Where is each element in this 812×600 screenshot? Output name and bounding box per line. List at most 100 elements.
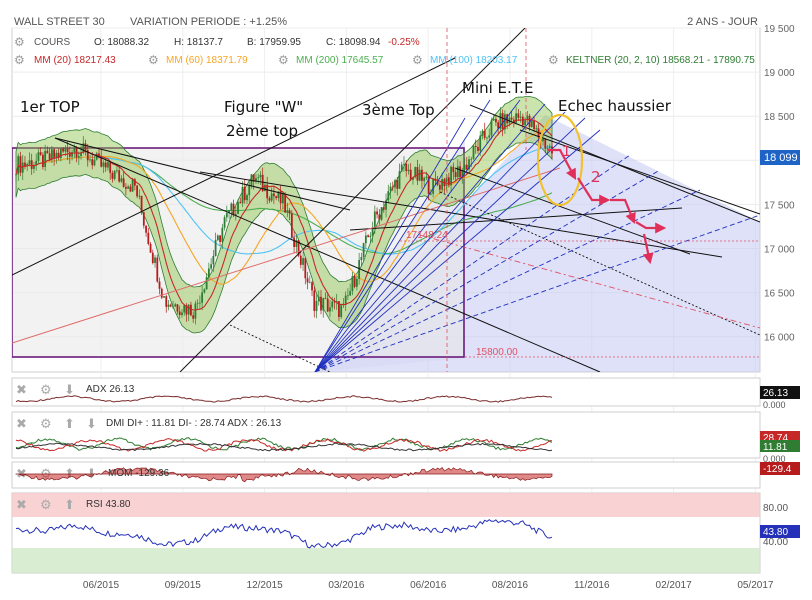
descending-line-3 [454, 167, 691, 255]
close-icon[interactable]: ✖ [16, 416, 27, 431]
candle-body [212, 255, 215, 265]
resistance-oblique [199, 171, 723, 258]
close-icon[interactable]: ✖ [16, 466, 27, 481]
settings-icon-keltner[interactable]: ⚙ [548, 53, 559, 67]
gear-icon[interactable]: ⚙ [40, 466, 52, 481]
gear-icon[interactable]: ⚙ [40, 416, 52, 431]
current-price-tag [760, 150, 800, 165]
settings-icon-mm100[interactable]: ⚙ [412, 53, 423, 67]
arrow-step-2 [577, 177, 611, 206]
settings-icon-mm20[interactable]: ⚙ [14, 53, 25, 67]
adx-line [15, 395, 553, 403]
settings-icon[interactable]: ⚙ [14, 35, 25, 49]
candle-body [465, 164, 468, 170]
gear-icon[interactable]: ⚙ [40, 497, 52, 512]
candle-body [351, 276, 354, 292]
candle-body [57, 152, 60, 159]
candle-body [331, 301, 334, 308]
candle-body [344, 295, 347, 304]
arrow-up-icon[interactable]: ⬆ [64, 466, 75, 481]
candle-body [192, 315, 195, 319]
arrow-down-icon[interactable]: ⬇ [64, 382, 75, 397]
arrow-up-icon[interactable]: ⬆ [64, 416, 75, 431]
annotation-echec: Echec haussier [558, 97, 672, 115]
candle-body [73, 147, 76, 152]
candle-body [214, 239, 217, 256]
candle-body [324, 298, 327, 300]
candle-body [111, 172, 114, 179]
adx-panel [11, 377, 761, 407]
rsi-line [15, 519, 553, 549]
candle-body [369, 235, 372, 238]
legend-mm20: MM (20) 18217.43 [34, 55, 116, 66]
candle-body [77, 156, 80, 158]
candle-body [252, 174, 255, 182]
candle-body [286, 210, 289, 213]
candle-body [239, 202, 242, 204]
annotation-second-top: 2ème top [226, 122, 298, 140]
trendline-long-rising [12, 57, 456, 276]
legend-keltner: KELTNER (20, 2, 10) 18568.21 - 17890.75 [566, 55, 755, 66]
candle-body [59, 148, 62, 159]
dmi-tag-bottom [760, 440, 800, 452]
trendline-rising-2 [179, 28, 526, 372]
candle-body [512, 119, 515, 123]
candle-body [355, 278, 358, 287]
gear-icon[interactable]: ⚙ [40, 382, 52, 397]
rsi-level-high: 80.00 [763, 503, 788, 514]
projection-arrows [548, 148, 667, 265]
candle-body [436, 180, 439, 185]
legend-cours: COURS [34, 37, 70, 48]
candle-body [454, 172, 457, 178]
annotation-first-top: 1er TOP [20, 98, 80, 116]
candle-body [35, 160, 38, 166]
candle-body [64, 148, 67, 152]
red-dashed-line [419, 234, 760, 329]
candle-body [68, 152, 71, 157]
candle-body [133, 179, 136, 186]
candle-body [492, 118, 495, 121]
candle-body [33, 165, 35, 169]
mom-label: MOM -129.36 [108, 468, 170, 479]
candle-body [154, 257, 156, 264]
dmi-adx-line [15, 442, 553, 452]
adx-label: ADX 26.13 [86, 384, 135, 395]
candle-body [127, 186, 130, 189]
candle-body [118, 170, 121, 182]
candle-body [470, 158, 473, 160]
candle-body [234, 213, 237, 216]
candle-body [237, 202, 239, 214]
arrow-up-icon[interactable]: ⬆ [64, 497, 75, 512]
candle-body [373, 211, 376, 228]
candle-body [207, 268, 210, 278]
candle-body [93, 159, 96, 166]
rsi-overbought-zone [12, 493, 760, 517]
candle-body [427, 176, 430, 194]
settings-icon-mm60[interactable]: ⚙ [148, 53, 159, 67]
candle-body [501, 113, 504, 130]
candle-body [264, 184, 266, 192]
candle-body [483, 130, 486, 138]
candle-body [474, 145, 477, 148]
candle-body [19, 156, 22, 173]
dmi-zero: 0.000 [763, 454, 786, 464]
mom-tag-label: -129.4 [763, 464, 792, 475]
candle-body [100, 156, 103, 167]
candle-body [519, 116, 522, 118]
arrow-down-icon[interactable]: ⬇ [86, 416, 97, 431]
fan-line [314, 129, 601, 372]
arrow-down-icon[interactable]: ⬇ [86, 466, 97, 481]
candle-body [340, 305, 343, 317]
close-icon[interactable]: ✖ [16, 382, 27, 397]
candle-body [414, 167, 417, 178]
close-icon[interactable]: ✖ [16, 497, 27, 512]
rsi-controls: ✖ ⚙ ⬆ [16, 497, 75, 512]
candle-body [472, 145, 475, 159]
candle-body [456, 166, 459, 178]
settings-icon-mm200[interactable]: ⚙ [278, 53, 289, 67]
adx-zero: 0.000 [763, 400, 786, 410]
rsi-tag-label: 43.80 [763, 527, 788, 538]
candle-body [149, 243, 152, 253]
candle-body [358, 260, 361, 279]
